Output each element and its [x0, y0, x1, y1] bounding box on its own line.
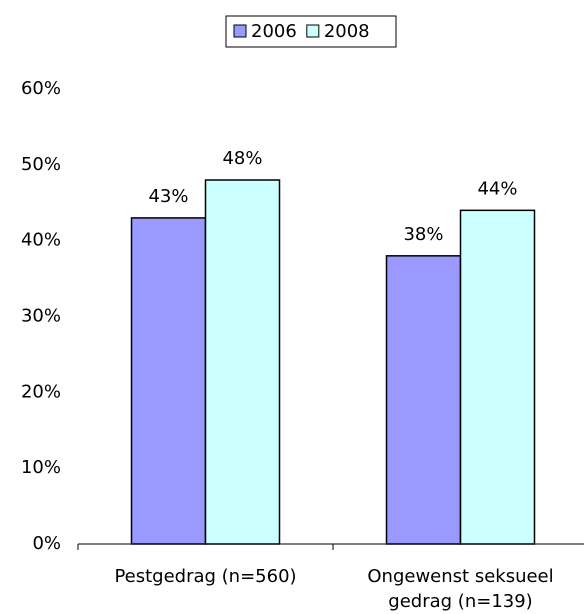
y-tick-label: 30%	[21, 306, 61, 327]
x-tick-label: Ongewenst seksueel gedrag (n=139)	[336, 564, 584, 614]
legend-swatch	[234, 25, 246, 37]
x-tick-label: Pestgedrag (n=560)	[81, 564, 331, 589]
value-label: 43%	[148, 186, 188, 207]
value-label: 38%	[403, 224, 443, 245]
bar	[387, 256, 461, 544]
y-tick-label: 0%	[32, 533, 61, 554]
bar	[461, 210, 535, 544]
y-tick-label: 50%	[21, 154, 61, 175]
y-tick-label: 20%	[21, 381, 61, 402]
y-tick-label: 40%	[21, 230, 61, 251]
y-tick-label: 60%	[21, 78, 61, 99]
legend-swatch	[307, 25, 319, 37]
legend-label: 2008	[324, 21, 370, 42]
bar	[132, 218, 206, 544]
value-label: 48%	[222, 148, 262, 169]
value-label: 44%	[477, 178, 517, 199]
bar	[206, 180, 280, 544]
legend-label: 2006	[251, 21, 297, 42]
y-tick-label: 10%	[21, 457, 61, 478]
